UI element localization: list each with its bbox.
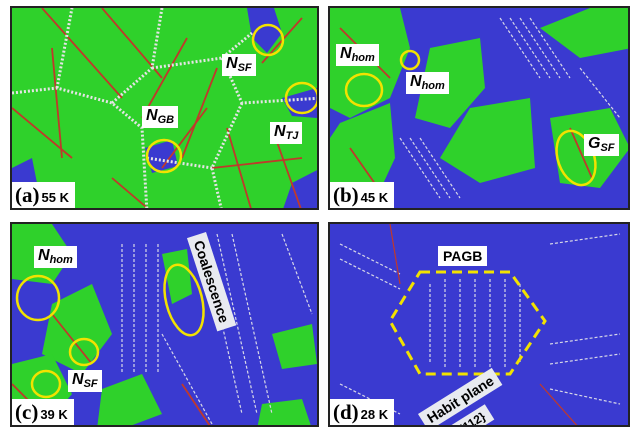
panel-d-tag: (d) 28 K (330, 399, 395, 425)
panel-c: Nhom NSF Coalescence (c) 39 K (10, 222, 319, 427)
panel-c-tag: (c) 39 K (12, 399, 74, 425)
panel-b-image (330, 8, 628, 208)
panel-a: NSF NGB NTJ (a) 55 K (10, 6, 319, 210)
panel-d: PAGB Habit plane {112} (d) 28 K (328, 222, 630, 427)
label-nhom-1: Nhom (336, 44, 379, 67)
panel-a-image (12, 8, 317, 208)
label-nsf: NSF (222, 54, 256, 77)
pagb-label: PAGB (438, 246, 488, 266)
panel-a-tag: (a) 55 K (12, 182, 75, 208)
panel-b: Nhom Nhom GSF (b) 45 K (328, 6, 630, 210)
label-nsf: NSF (68, 370, 102, 393)
label-ngb: NGB (142, 106, 179, 129)
panel-b-tag: (b) 45 K (330, 182, 395, 208)
label-nhom: Nhom (34, 246, 77, 269)
label-gsf: GSF (584, 134, 619, 157)
label-ntj: NTJ (270, 122, 303, 145)
label-nhom-2: Nhom (406, 72, 449, 95)
